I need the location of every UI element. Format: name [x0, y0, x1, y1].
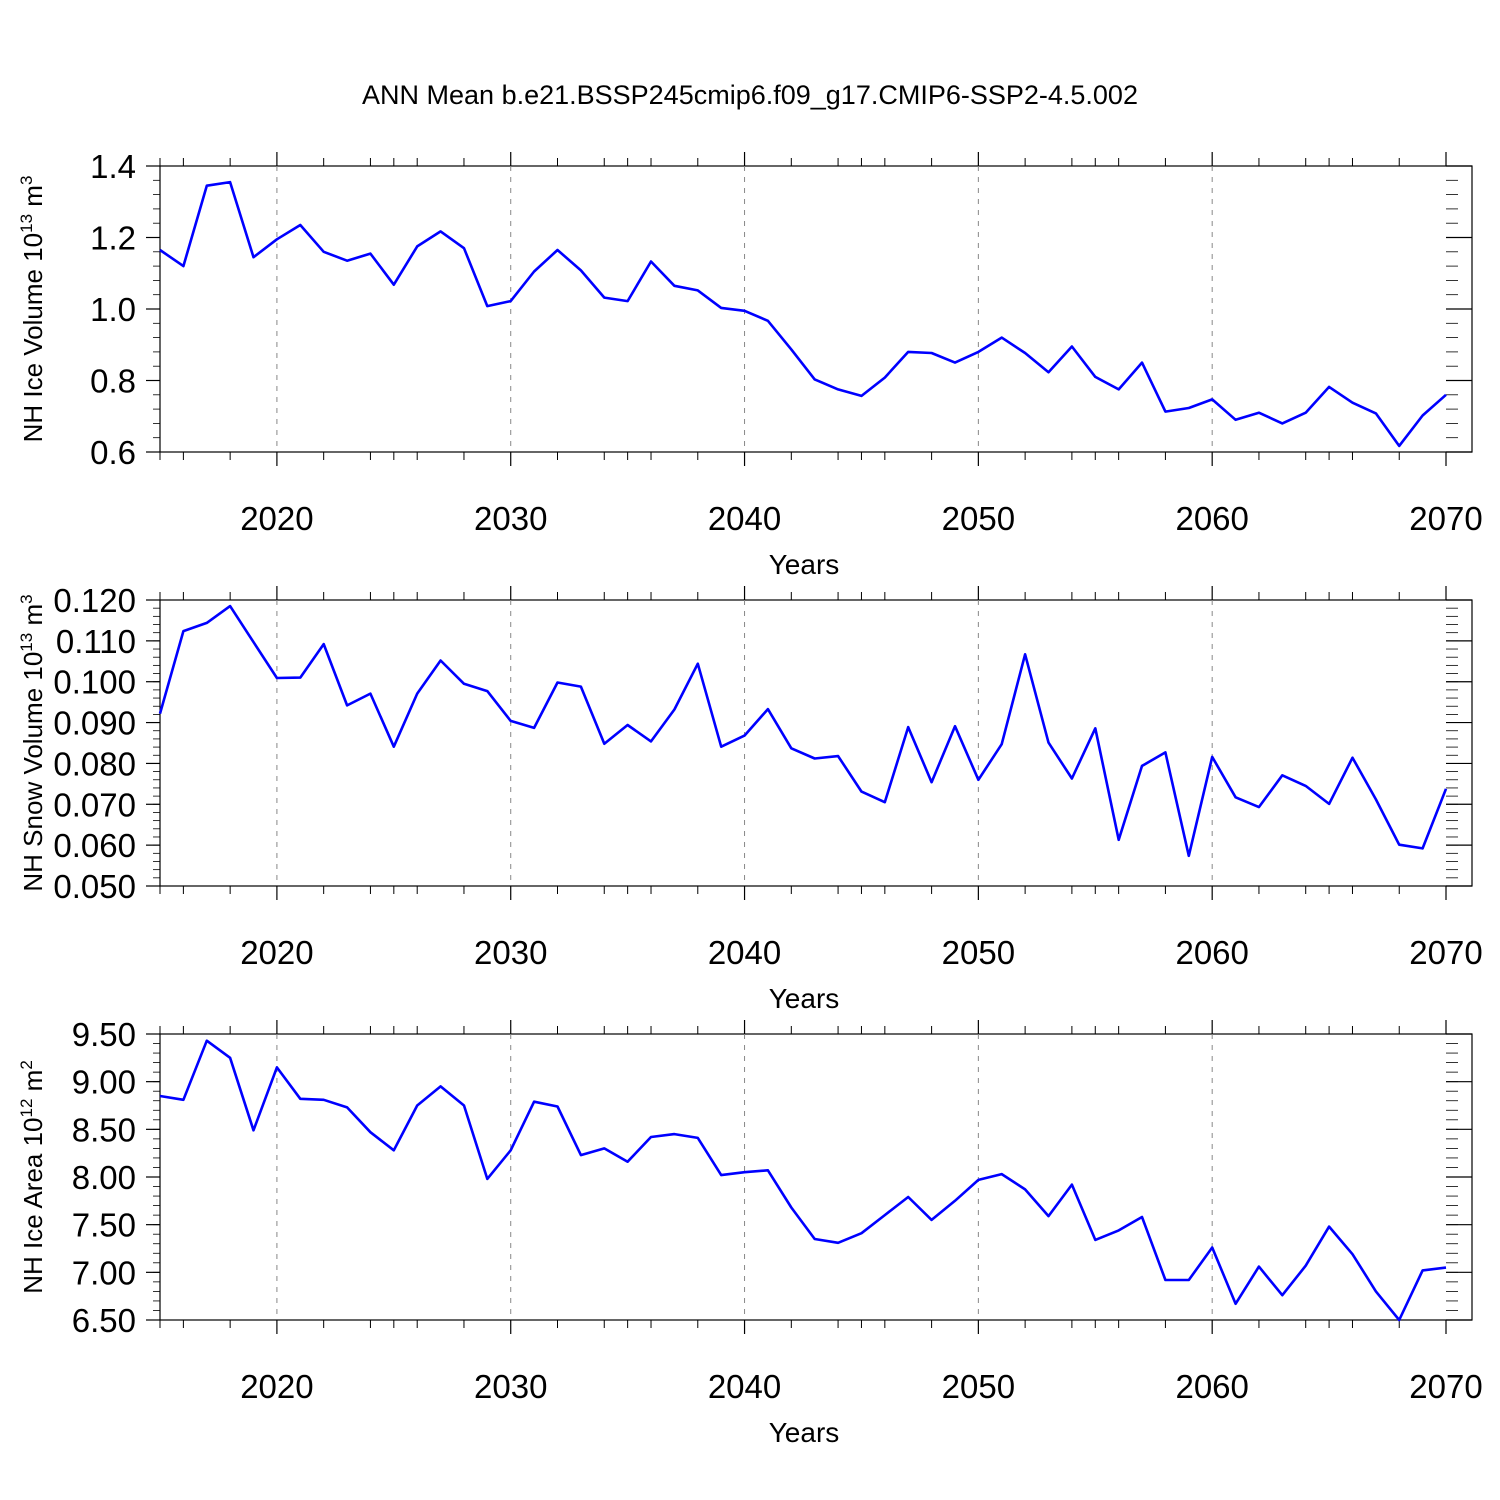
- x-tick-label: 2040: [708, 1368, 781, 1405]
- x-tick-label: 2050: [942, 934, 1015, 971]
- plot-frame: [159, 165, 1473, 453]
- x-tick-label: 2060: [1175, 500, 1248, 537]
- y-axis-label-part: 3: [17, 594, 36, 603]
- panel-2: 2020 2030 2040 2050 2060 2070 0.050 0.060 0.070 0…: [17, 582, 1483, 1014]
- series-line: [159, 180, 1447, 448]
- y-axis-label-part: m: [18, 1070, 48, 1099]
- x-tick-label: 2030: [474, 500, 547, 537]
- y-tick-label: 8.00: [72, 1159, 136, 1196]
- y-axis-label-part: NH Ice Area 10: [18, 1117, 48, 1293]
- y-tick-label: 6.50: [72, 1302, 136, 1339]
- y-axis-label: NH Ice Area 1012 m2: [17, 1060, 48, 1294]
- figure-title: ANN Mean b.e21.BSSP245cmip6.f09_g17.CMIP…: [362, 80, 1138, 110]
- x-tick-label: 2050: [942, 1368, 1015, 1405]
- x-tick-label: 2030: [474, 934, 547, 971]
- x-tick-label: 2070: [1409, 500, 1482, 537]
- y-axis-label-part: m: [18, 604, 48, 633]
- y-tick-label: 0.050: [53, 868, 136, 905]
- y-tick-label: 1.0: [90, 291, 136, 328]
- series-line: [158, 604, 1448, 858]
- series-line: [159, 1039, 1447, 1322]
- y-axis-label: NH Snow Volume 1013 m3: [17, 594, 48, 891]
- x-tick-label: 2030: [474, 1368, 547, 1405]
- x-tick-label: 2060: [1175, 1368, 1248, 1405]
- plot-frame: [159, 1033, 1473, 1321]
- x-axis-label: Years: [769, 549, 840, 580]
- panels: 2020 2030 2040 2050 2060 2070 0.6 0.8 1.0 1.2 1.4 Y…: [17, 148, 1483, 1448]
- y-tick-label: 0.120: [53, 582, 136, 619]
- x-tick-label: 2040: [708, 500, 781, 537]
- y-tick-label: 1.4: [90, 148, 136, 185]
- x-tick-label: 2060: [1175, 934, 1248, 971]
- x-tick-label: 2020: [240, 1368, 313, 1405]
- y-axis-label-part: 2: [17, 1060, 36, 1069]
- x-tick-label: 2050: [942, 500, 1015, 537]
- y-axis-label-part: 3: [17, 176, 36, 185]
- y-axis-label-part: 12: [17, 1099, 36, 1118]
- y-axis-label-part: 13: [17, 633, 36, 652]
- x-axis-label: Years: [769, 983, 840, 1014]
- plot-frame: [159, 599, 1473, 887]
- y-axis-label: NH Ice Volume 1013 m3: [17, 176, 48, 443]
- x-tick-label: 2020: [240, 500, 313, 537]
- y-axis-label-part: m: [18, 185, 48, 214]
- y-tick-label: 9.50: [72, 1016, 136, 1053]
- x-tick-label: 2070: [1409, 1368, 1482, 1405]
- y-tick-label: 0.110: [56, 623, 136, 660]
- y-tick-label: 0.070: [53, 786, 136, 823]
- x-axis-label: Years: [769, 1417, 840, 1448]
- y-tick-label: 0.060: [53, 827, 136, 864]
- y-tick-label: 0.090: [53, 705, 136, 742]
- y-tick-label: 0.6: [90, 434, 136, 471]
- panel-3: 2020 2030 2040 2050 2060 2070 6.50 7.00 7.50 8.00…: [17, 1016, 1483, 1448]
- x-tick-label: 2020: [240, 934, 313, 971]
- y-tick-label: 8.50: [72, 1111, 136, 1148]
- y-tick-label: 1.2: [90, 220, 136, 257]
- y-axis-label-part: NH Snow Volume 10: [18, 652, 48, 892]
- y-tick-label: 7.00: [72, 1254, 136, 1291]
- y-axis-label-part: NH Ice Volume 10: [18, 233, 48, 443]
- panel-1: 2020 2030 2040 2050 2060 2070 0.6 0.8 1.0 1.2 1.4 Y…: [17, 148, 1483, 580]
- y-tick-label: 9.00: [72, 1064, 136, 1101]
- x-tick-label: 2040: [708, 934, 781, 971]
- y-tick-label: 0.080: [53, 745, 136, 782]
- y-tick-label: 7.50: [72, 1207, 136, 1244]
- y-tick-label: 0.100: [53, 664, 136, 701]
- y-tick-label: 0.8: [90, 363, 136, 400]
- x-tick-label: 2070: [1409, 934, 1482, 971]
- y-axis-label-part: 13: [17, 214, 36, 233]
